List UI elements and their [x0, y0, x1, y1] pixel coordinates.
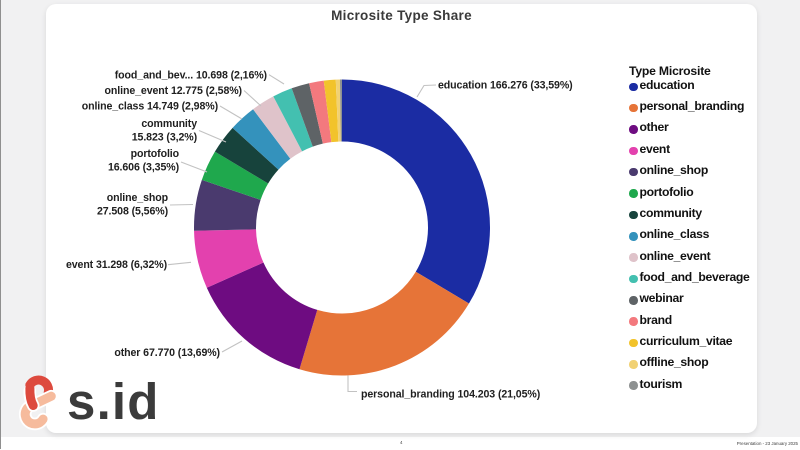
svg-text:other 67.770 (13,69%): other 67.770 (13,69%): [114, 347, 220, 359]
svg-text:education 166.276 (33,59%): education 166.276 (33,59%): [438, 79, 573, 91]
svg-text:personal_branding 104.203 (21,: personal_branding 104.203 (21,05%): [361, 388, 540, 400]
svg-text:event 31.298 (6,32%): event 31.298 (6,32%): [66, 259, 167, 271]
svg-text:community: community: [141, 118, 197, 130]
svg-text:15.823 (3,2%): 15.823 (3,2%): [132, 132, 197, 144]
svg-text:online_class 14.749 (2,98%): online_class 14.749 (2,98%): [82, 101, 218, 113]
svg-text:portofolio: portofolio: [131, 148, 180, 160]
svg-text:food_and_bev... 10.698 (2,16%): food_and_bev... 10.698 (2,16%): [115, 69, 267, 81]
svg-text:online_event 12.775 (2,58%): online_event 12.775 (2,58%): [105, 85, 242, 97]
svg-text:online_shop: online_shop: [107, 192, 169, 204]
svg-text:16.606 (3,35%): 16.606 (3,35%): [108, 162, 179, 174]
svg-text:27.508 (5,56%): 27.508 (5,56%): [97, 206, 168, 218]
